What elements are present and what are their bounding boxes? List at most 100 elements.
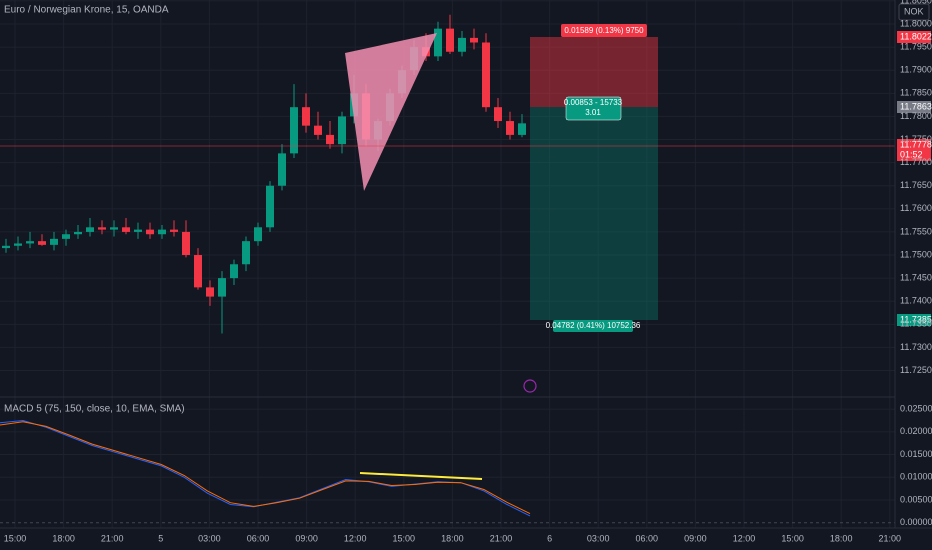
x-tick-label: 21:00 bbox=[490, 533, 513, 543]
stop-label: 0.01589 (0.13%) 9750 bbox=[564, 26, 644, 35]
candle-body bbox=[278, 153, 286, 186]
y-tick-label: 11.76000 bbox=[900, 203, 932, 213]
x-tick-label: 03:00 bbox=[198, 533, 221, 543]
candle-body bbox=[14, 243, 22, 246]
y-tick-label: 11.73000 bbox=[900, 342, 932, 352]
y-tick-label: 11.73500 bbox=[900, 319, 932, 329]
candle-body bbox=[302, 107, 310, 126]
y-tick-label: 11.79000 bbox=[900, 65, 932, 75]
candle-body bbox=[98, 227, 106, 230]
x-tick-label: 12:00 bbox=[733, 533, 756, 543]
candle-body bbox=[458, 37, 466, 52]
candle-body bbox=[242, 241, 250, 265]
last-tag-box bbox=[897, 139, 931, 161]
stop-label-box bbox=[561, 24, 647, 37]
x-tick-label: 09:00 bbox=[295, 533, 318, 543]
y-tick-label: 11.75500 bbox=[900, 226, 932, 236]
candle-body bbox=[518, 123, 526, 135]
candle-body bbox=[254, 227, 262, 242]
y-tick-label: 11.77500 bbox=[900, 134, 932, 144]
y-tick-label: 11.76500 bbox=[900, 180, 932, 190]
target-zone bbox=[530, 107, 658, 320]
candle-body bbox=[38, 241, 46, 245]
candle-body bbox=[326, 134, 334, 145]
last-tag: 11.77785 bbox=[900, 139, 932, 149]
y-tick-label: 11.74500 bbox=[900, 272, 932, 282]
entry-tag-box bbox=[897, 101, 931, 113]
currency: NOK bbox=[904, 6, 924, 16]
stop-tag-box bbox=[897, 31, 931, 43]
stop-zone bbox=[530, 37, 658, 107]
trend-line-drawing[interactable] bbox=[359, 472, 483, 480]
y-tick-label: 11.72500 bbox=[900, 365, 932, 375]
y-tick-label: 11.78000 bbox=[900, 111, 932, 121]
y-tick-label: 0.00000 bbox=[900, 517, 932, 527]
target-label: 0.04782 (0.41%) 10752.36 bbox=[546, 321, 641, 330]
target-label-box bbox=[553, 320, 633, 332]
risk-ratio: 3.01 bbox=[585, 108, 601, 117]
y-tick-label: 11.78500 bbox=[900, 88, 932, 98]
candle-body bbox=[230, 264, 238, 279]
y-tick-label: 0.02500 bbox=[900, 403, 932, 413]
macd-line bbox=[0, 421, 531, 515]
candle-body bbox=[506, 121, 514, 135]
x-tick-label: 12:00 bbox=[344, 533, 367, 543]
y-tick-label: 11.74000 bbox=[900, 296, 932, 306]
candle-body bbox=[122, 227, 130, 232]
mid-label: 0.00853 - 15733 bbox=[564, 98, 623, 107]
candle-body bbox=[134, 229, 142, 232]
x-tick-label: 18:00 bbox=[830, 533, 853, 543]
candle-body bbox=[470, 37, 478, 43]
x-tick-label: 06:00 bbox=[247, 533, 270, 543]
candle-body bbox=[50, 238, 58, 245]
y-tick-label: 0.01000 bbox=[900, 472, 932, 482]
chart-title: Euro / Norwegian Krone, 15, OANDA bbox=[4, 5, 169, 16]
macd-pane bbox=[0, 419, 531, 517]
candle-body bbox=[482, 42, 490, 108]
x-tick-label: 15:00 bbox=[4, 533, 27, 543]
x-tick-label: 18:00 bbox=[52, 533, 75, 543]
x-tick-label: 18:00 bbox=[441, 533, 464, 543]
event-icon[interactable] bbox=[523, 379, 537, 393]
x-tick-label: 15:00 bbox=[393, 533, 416, 543]
x-tick-label: 21:00 bbox=[101, 533, 124, 543]
candle-body bbox=[494, 107, 502, 122]
candle-body bbox=[194, 255, 202, 288]
y-tick-label: 11.80500 bbox=[900, 0, 932, 5]
candle-body bbox=[170, 229, 178, 232]
y-tick-label: 11.77000 bbox=[900, 157, 932, 167]
y-tick-label: 11.75000 bbox=[900, 249, 932, 259]
candle-body bbox=[2, 245, 10, 249]
x-tick-label: 21:00 bbox=[879, 533, 902, 543]
currency-box[interactable] bbox=[898, 3, 930, 21]
triangle-drawing[interactable] bbox=[345, 33, 437, 191]
candle-body bbox=[290, 107, 298, 154]
x-tick-label: 6 bbox=[547, 533, 552, 543]
candle-body bbox=[434, 28, 442, 57]
grid bbox=[0, 0, 895, 528]
x-tick-label: 03:00 bbox=[587, 533, 610, 543]
y-tick-label: 11.80000 bbox=[900, 18, 932, 28]
candle-body bbox=[26, 241, 34, 244]
x-tick-label: 15:00 bbox=[781, 533, 804, 543]
target-tag-box bbox=[897, 314, 931, 326]
candle-body bbox=[338, 116, 346, 145]
entry-tag: 11.78637 bbox=[900, 101, 932, 111]
y-tick-label: 11.79500 bbox=[900, 41, 932, 51]
y-tick-label: 0.01500 bbox=[900, 449, 932, 459]
candle-body bbox=[218, 278, 226, 297]
mid-label-box bbox=[565, 96, 622, 121]
candle-body bbox=[182, 231, 190, 256]
candle-body bbox=[206, 287, 214, 297]
candle-body bbox=[146, 229, 154, 235]
candle-body bbox=[62, 234, 70, 239]
macd-title: MACD 5 (75, 150, close, 10, EMA, SMA) bbox=[4, 404, 185, 415]
target-tag: 11.73855 bbox=[900, 314, 932, 324]
x-tick-label: 09:00 bbox=[684, 533, 707, 543]
candle-body bbox=[314, 125, 322, 135]
candle-body bbox=[158, 229, 166, 235]
candle-body bbox=[74, 231, 82, 235]
y-tick-label: 0.00500 bbox=[900, 494, 932, 504]
